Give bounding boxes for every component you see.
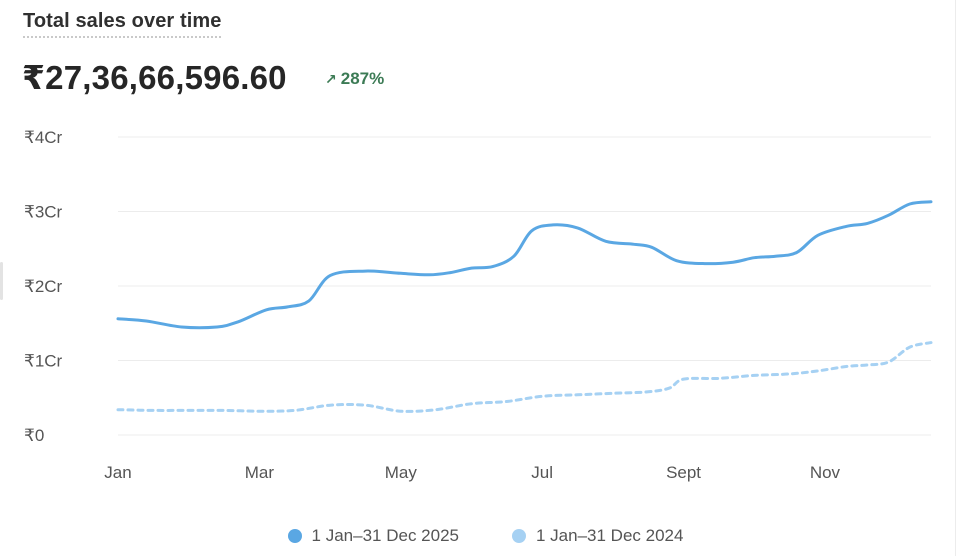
legend-item[interactable]: 1 Jan–31 Dec 2025	[287, 526, 459, 546]
x-tick-label: Jul	[531, 463, 553, 482]
x-axis-ticks: Jan Mar May Jul Sept Nov	[104, 463, 840, 482]
legend-item[interactable]: 1 Jan–31 Dec 2024	[512, 526, 683, 546]
y-tick-label: ₹1Cr	[24, 352, 63, 371]
chart-grid	[118, 136, 931, 436]
x-tick-label: Mar	[245, 463, 275, 482]
legend-label: 1 Jan–31 Dec 2025	[311, 526, 459, 545]
y-axis-ticks: ₹0 ₹1Cr ₹2Cr ₹3Cr ₹4Cr	[24, 128, 63, 445]
y-tick-label: ₹2Cr	[24, 277, 63, 296]
x-tick-label: Sept	[666, 463, 701, 482]
resize-handle[interactable]	[0, 262, 3, 300]
y-tick-label: ₹3Cr	[24, 203, 63, 222]
chart-legend: 1 Jan–31 Dec 2025 1 Jan–31 Dec 2024	[0, 526, 956, 546]
series-line-2024[interactable]	[116, 341, 933, 413]
legend-swatch-icon	[512, 529, 526, 543]
legend-swatch-icon	[287, 529, 302, 543]
x-tick-label: May	[385, 463, 418, 482]
change-badge: ↗ 287%	[325, 69, 384, 89]
x-tick-label: Nov	[810, 463, 841, 482]
trend-up-icon: ↗	[325, 70, 337, 87]
legend-label: 1 Jan–31 Dec 2024	[536, 526, 684, 545]
y-tick-label: ₹4Cr	[24, 128, 63, 147]
total-sales-value: ₹27,36,66,596.60	[22, 59, 287, 96]
chart-title[interactable]: Total sales over time	[23, 10, 222, 38]
y-tick-label: ₹0	[24, 426, 44, 445]
chart-series	[116, 200, 933, 413]
series-line-2025[interactable]	[116, 200, 933, 330]
change-percent: 287%	[340, 69, 385, 88]
x-tick-label: Jan	[104, 463, 131, 482]
